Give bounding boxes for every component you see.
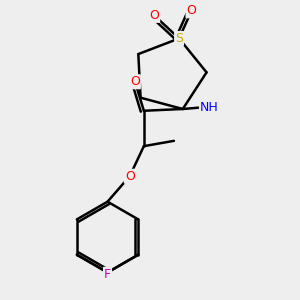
Text: O: O — [149, 9, 159, 22]
Text: O: O — [187, 4, 196, 17]
Text: S: S — [175, 32, 183, 45]
Text: O: O — [130, 75, 140, 88]
Text: F: F — [104, 268, 111, 281]
Text: NH: NH — [200, 101, 219, 114]
Text: O: O — [125, 170, 135, 183]
